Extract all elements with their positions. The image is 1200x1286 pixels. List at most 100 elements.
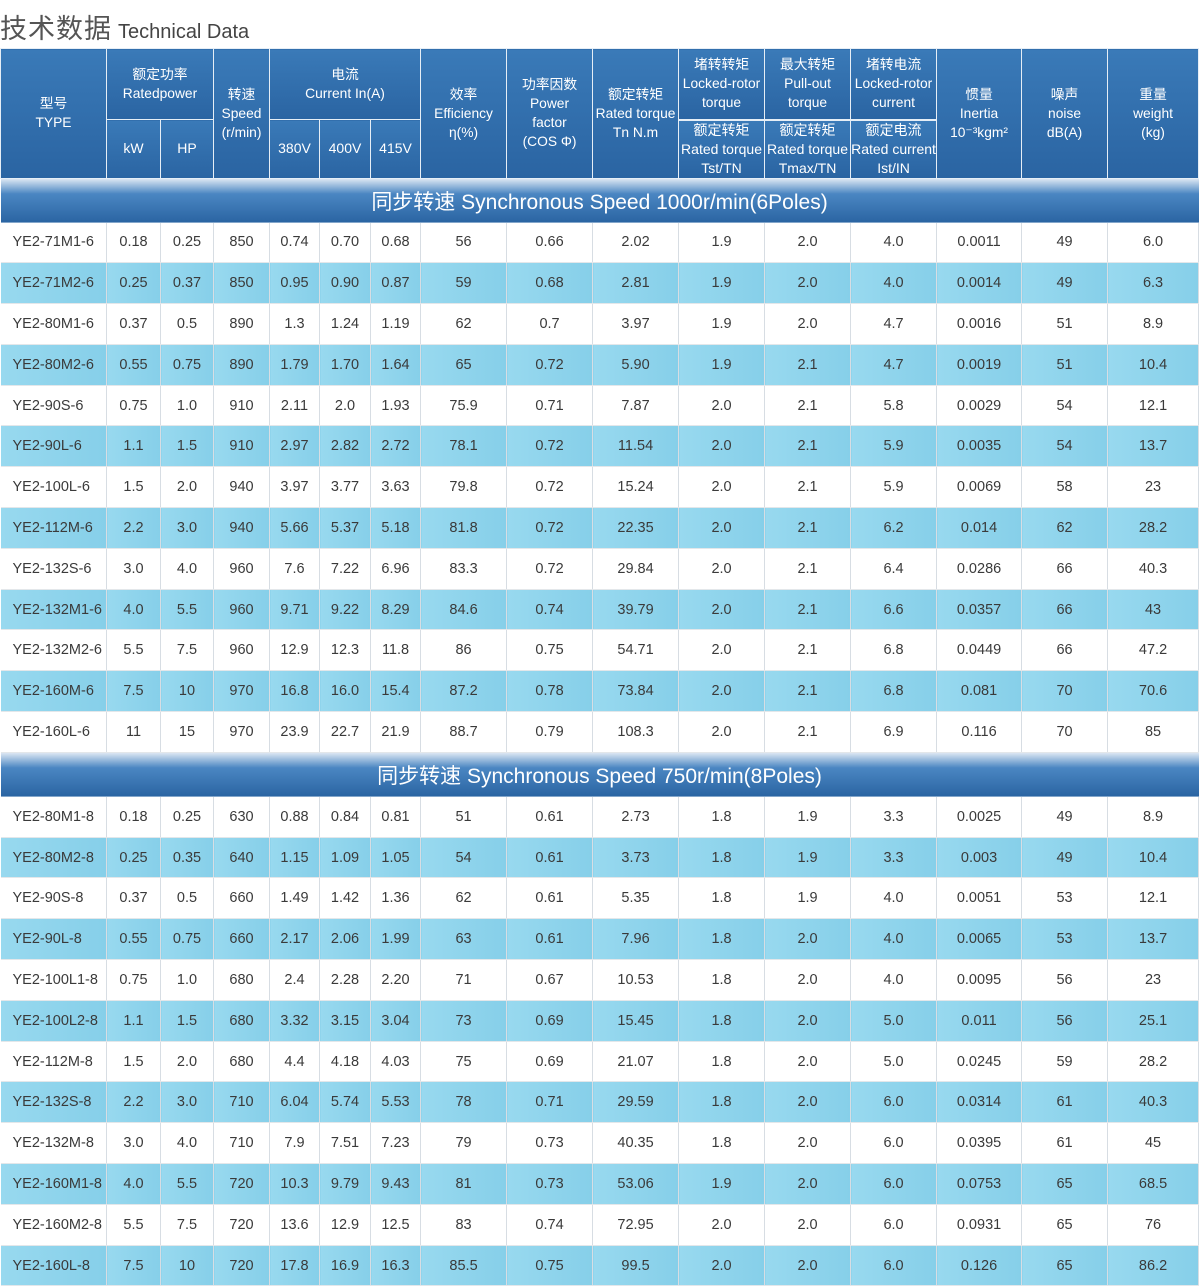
table-cell: 15 <box>160 711 214 753</box>
table-cell: 0.7 <box>506 303 594 345</box>
cell-type: YE2-100L-6 <box>0 466 107 509</box>
table-cell: 0.5 <box>160 303 214 345</box>
table-cell: 1.5 <box>106 466 161 509</box>
table-cell: 62 <box>420 877 508 920</box>
table-cell: 1.0 <box>160 959 214 1001</box>
table-cell: 1.1 <box>106 425 161 468</box>
table-cell: 54 <box>1021 425 1109 468</box>
table-cell: 7.5 <box>106 670 161 713</box>
table-cell: 3.73 <box>592 837 680 879</box>
table-row: YE2-160L-8 7.5 10 720 17.8 16.9 16.3 85.5 0.75 99… <box>0 1245 1200 1286</box>
header-locked-torque-top: 堵转转矩 Locked-rotor torque <box>678 48 766 121</box>
table-row: YE2-100L2-8 1.1 1.5 680 3.32 3.15 3.04 73 0.69 15… <box>0 1000 1200 1042</box>
table-cell: 2.0 <box>678 507 766 549</box>
table-cell: 6.8 <box>850 670 938 713</box>
table-row: YE2-112M-6 2.2 3.0 940 5.66 5.37 5.18 81.8 0.72 2… <box>0 507 1200 549</box>
cell-type: YE2-132M-8 <box>0 1122 107 1165</box>
table-cell: 6.8 <box>850 629 938 672</box>
table-cell: 72.95 <box>592 1204 680 1246</box>
table-row: YE2-160M1-8 4.0 5.5 720 10.3 9.79 9.43 81 0.73 53… <box>0 1163 1200 1205</box>
table-cell: 2.0 <box>764 1163 852 1205</box>
table-row: YE2-90S-6 0.75 1.0 910 2.11 2.0 1.93 75.9 0.71 7.… <box>0 385 1200 427</box>
table-row: YE2-132M1-6 4.0 5.5 960 9.71 9.22 8.29 84.6 0.74… <box>0 589 1200 631</box>
table-cell: 2.0 <box>764 262 852 305</box>
table-cell: 2.11 <box>269 385 320 427</box>
table-cell: 890 <box>213 303 270 345</box>
table-cell: 960 <box>213 629 270 672</box>
table-row: YE2-160M-6 7.5 10 970 16.8 16.0 15.4 87.2 0.78 73… <box>0 670 1200 713</box>
table-cell: 4.0 <box>850 877 938 920</box>
table-cell: 1.9 <box>764 877 852 920</box>
table-cell: 11.8 <box>370 629 422 672</box>
table-cell: 3.0 <box>106 548 161 590</box>
table-cell: 15.45 <box>592 1000 680 1042</box>
table-cell: 40.3 <box>1107 548 1200 590</box>
table-cell: 2.0 <box>319 385 371 427</box>
table-cell: 51 <box>1021 344 1109 386</box>
table-cell: 0.0014 <box>936 262 1023 305</box>
table-cell: 2.0 <box>764 1204 852 1246</box>
table-cell: 4.7 <box>850 344 938 386</box>
table-cell: 2.0 <box>764 1245 852 1286</box>
table-cell: 6.0 <box>1107 222 1200 264</box>
table-cell: 3.15 <box>319 1000 371 1042</box>
table-cell: 2.2 <box>106 507 161 549</box>
table-cell: 0.81 <box>370 796 422 838</box>
table-cell: 2.0 <box>678 711 766 753</box>
table-cell: 2.1 <box>764 589 852 631</box>
table-cell: 1.9 <box>678 303 766 345</box>
table-cell: 4.7 <box>850 303 938 345</box>
table-row: YE2-90L-8 0.55 0.75 660 2.17 2.06 1.99 63 0.61 7.… <box>0 918 1200 961</box>
table-cell: 5.0 <box>850 1000 938 1042</box>
table-cell: 0.011 <box>936 1000 1023 1042</box>
table-cell: 16.3 <box>370 1245 422 1286</box>
table-cell: 2.1 <box>764 344 852 386</box>
table-cell: 1.8 <box>678 1041 766 1083</box>
table-cell: 0.55 <box>106 344 161 386</box>
table-cell: 40.35 <box>592 1122 680 1165</box>
table-cell: 87.2 <box>420 670 508 713</box>
table-cell: 7.51 <box>319 1122 371 1165</box>
section-title-chinese: 同步转速 <box>371 189 456 214</box>
table-cell: 5.5 <box>160 1163 214 1205</box>
table-cell: 3.32 <box>269 1000 320 1042</box>
table-cell: 0.61 <box>506 837 594 879</box>
table-cell: 75 <box>420 1041 508 1083</box>
table-cell: 22.35 <box>592 507 680 549</box>
table-cell: 85 <box>1107 711 1200 753</box>
table-cell: 12.3 <box>319 629 371 672</box>
cell-type: YE2-80M1-8 <box>0 796 107 838</box>
table-cell: 0.61 <box>506 796 594 838</box>
table-cell: 47.2 <box>1107 629 1200 672</box>
table-cell: 1.19 <box>370 303 422 345</box>
table-cell: 1.8 <box>678 1122 766 1165</box>
table-cell: 21.07 <box>592 1041 680 1083</box>
table-cell: 1.9 <box>764 837 852 879</box>
table-cell: 11.54 <box>592 425 680 468</box>
table-cell: 1.42 <box>319 877 371 920</box>
table-cell: 29.84 <box>592 548 680 590</box>
table-cell: 0.95 <box>269 262 320 305</box>
table-cell: 0.90 <box>319 262 371 305</box>
table-cell: 2.20 <box>370 959 422 1001</box>
table-cell: 0.75 <box>506 1245 594 1286</box>
table-cell: 61 <box>1021 1122 1109 1165</box>
table-cell: 23 <box>1107 466 1200 509</box>
table-cell: 2.1 <box>764 507 852 549</box>
table-cell: 12.1 <box>1107 877 1200 920</box>
table-cell: 0.84 <box>319 796 371 838</box>
table-cell: 0.116 <box>936 711 1023 753</box>
table-cell: 0.55 <box>106 918 161 961</box>
table-cell: 7.96 <box>592 918 680 961</box>
table-cell: 1.9 <box>678 344 766 386</box>
table-cell: 0.74 <box>506 1204 594 1246</box>
table-cell: 25.1 <box>1107 1000 1200 1042</box>
table-cell: 81 <box>420 1163 508 1205</box>
table-cell: 680 <box>213 1000 270 1042</box>
table-cell: 2.1 <box>764 711 852 753</box>
table-cell: 54 <box>1021 385 1109 427</box>
table-cell: 78 <box>420 1081 508 1124</box>
table-cell: 73 <box>420 1000 508 1042</box>
table-cell: 54 <box>420 837 508 879</box>
table-cell: 4.03 <box>370 1041 422 1083</box>
